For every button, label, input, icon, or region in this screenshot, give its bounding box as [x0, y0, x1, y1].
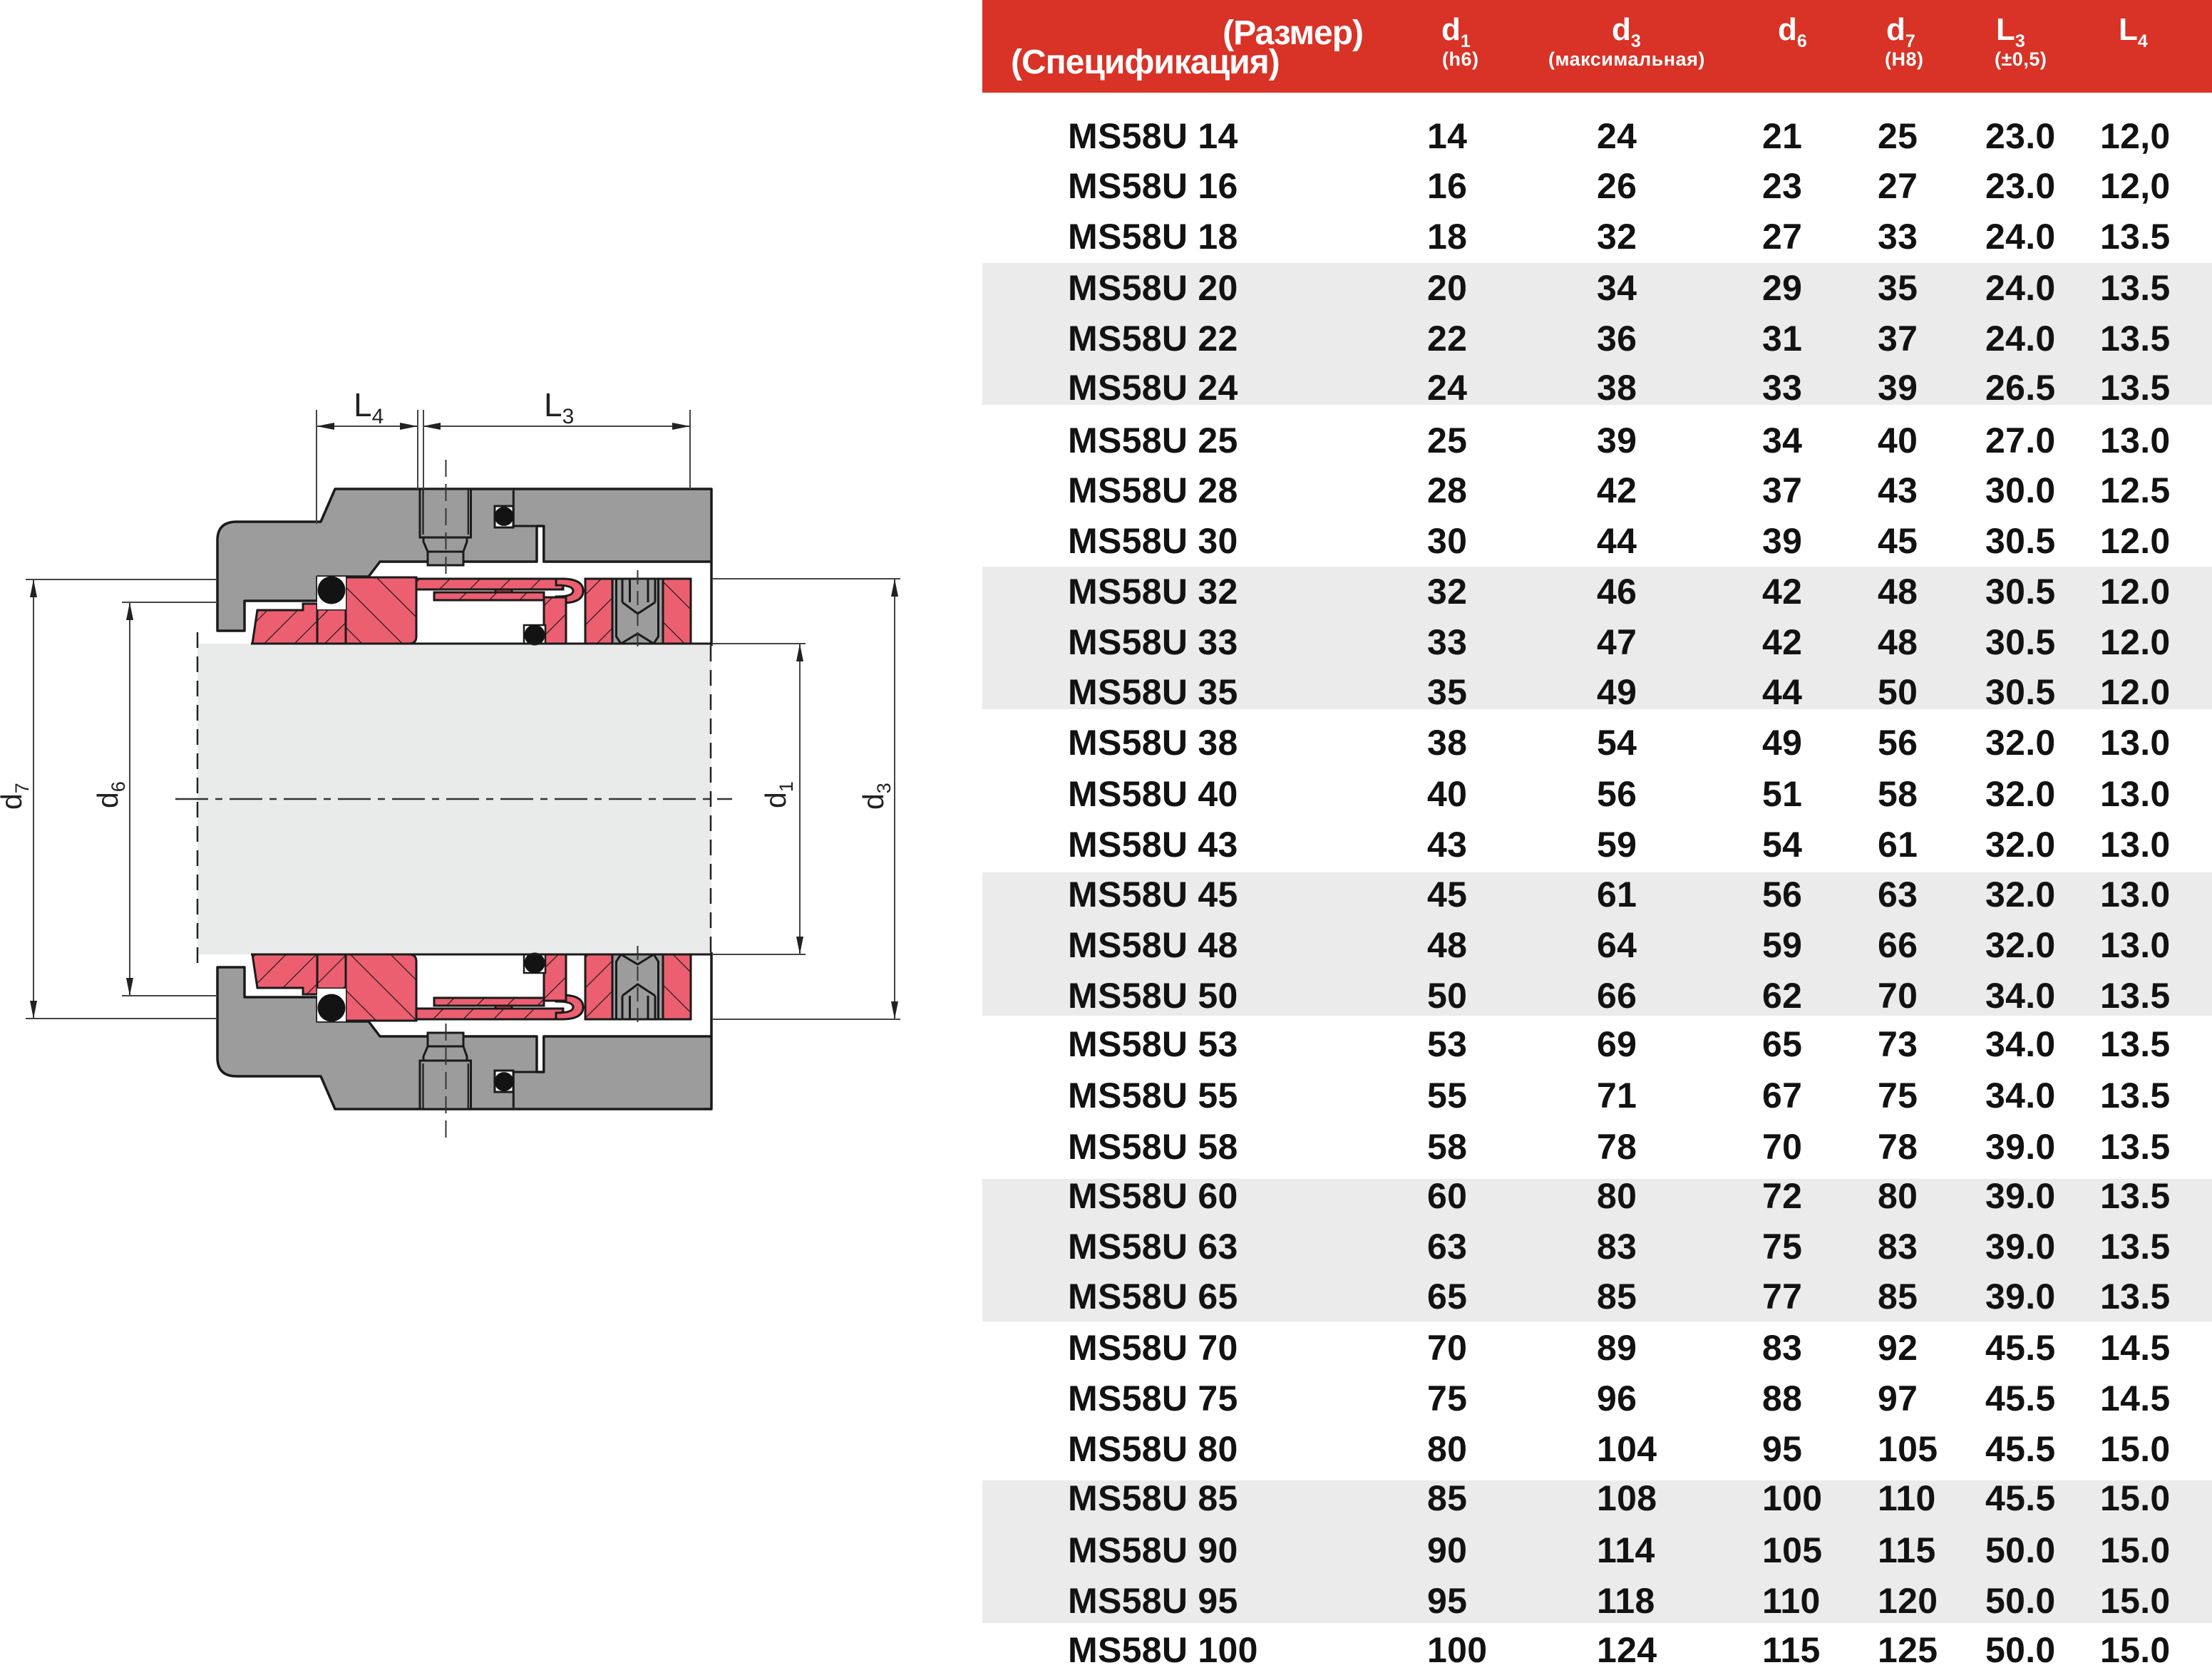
svg-text:d6: d6: [91, 781, 129, 808]
svg-text:L4: L4: [354, 386, 384, 428]
svg-text:d3: d3: [857, 783, 895, 810]
svg-text:d7: d7: [0, 783, 33, 810]
svg-text:d1: d1: [759, 781, 797, 808]
svg-text:L3: L3: [544, 386, 574, 428]
